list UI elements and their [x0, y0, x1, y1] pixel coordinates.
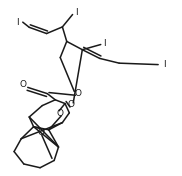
Text: I: I: [103, 39, 106, 48]
Text: O: O: [37, 128, 44, 137]
Text: O: O: [68, 100, 75, 109]
Text: I: I: [163, 60, 166, 69]
Text: O: O: [74, 89, 81, 98]
Text: I: I: [76, 8, 78, 17]
Text: O: O: [20, 80, 27, 89]
Text: I: I: [16, 18, 19, 27]
Text: O: O: [57, 109, 64, 118]
